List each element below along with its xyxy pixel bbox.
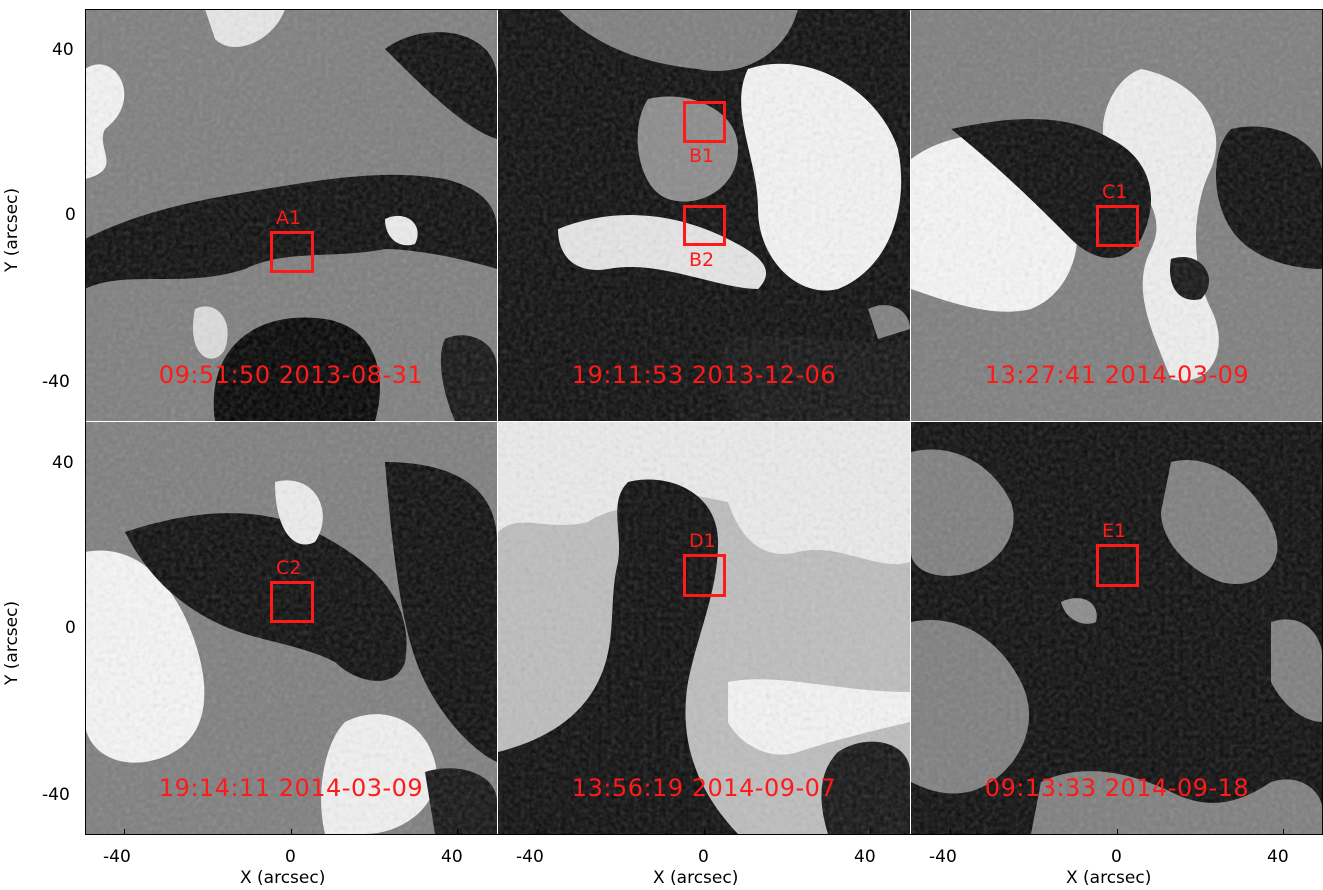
x-tick-label: -40 <box>516 847 544 867</box>
x-tick-mark <box>950 829 951 835</box>
x-tick-label: 40 <box>854 847 876 867</box>
roi-label: A1 <box>276 207 302 229</box>
magnetogram-image-4 <box>85 422 497 834</box>
y-tick-label: -40 <box>42 785 70 805</box>
magnetogram-image-3 <box>911 9 1323 421</box>
x-tick-label: 40 <box>441 847 463 867</box>
y-axis-title: Y (arcsec) <box>2 187 22 272</box>
y-tick-label: 40 <box>52 40 74 60</box>
y-tick-label: 0 <box>65 205 76 225</box>
x-tick-mark <box>537 829 538 835</box>
roi-box <box>683 101 726 143</box>
panel-3-magnetogram: C1 13:27:41 2014-03-09 <box>911 9 1323 421</box>
panel-5-magnetogram: D1 13:56:19 2014-09-07 <box>498 422 910 834</box>
panel-6-magnetogram: E1 09:13:33 2014-09-18 <box>911 422 1323 834</box>
x-tick-label: -40 <box>929 847 957 867</box>
roi-box <box>683 554 726 597</box>
magnetogram-image-2 <box>498 9 910 421</box>
x-tick-label: 0 <box>285 847 296 867</box>
roi-label: C2 <box>276 557 302 579</box>
x-tick-mark <box>870 829 871 835</box>
roi-box <box>1096 544 1139 587</box>
roi-box <box>270 231 314 273</box>
magnetogram-image-1 <box>85 9 497 421</box>
roi-box <box>1096 205 1139 247</box>
x-tick-label: -40 <box>103 847 131 867</box>
x-tick-mark <box>704 829 705 835</box>
panel-1-magnetogram: A1 09:51:50 2013-08-31 <box>85 9 497 421</box>
x-axis-title: X (arcsec) <box>653 868 739 888</box>
x-tick-label: 0 <box>1111 847 1122 867</box>
roi-box <box>270 581 314 623</box>
x-tick-mark <box>291 829 292 835</box>
panel-4-magnetogram: C2 19:14:11 2014-03-09 <box>85 422 497 834</box>
panel-timestamp: 13:27:41 2014-03-09 <box>984 361 1250 389</box>
roi-label: E1 <box>1102 520 1127 542</box>
roi-label: B1 <box>689 145 715 167</box>
x-tick-label: 40 <box>1267 847 1289 867</box>
y-tick-label: 40 <box>52 453 74 473</box>
panel-2-magnetogram: B1 B2 19:11:53 2013-12-06 <box>498 9 910 421</box>
panel-timestamp: 09:51:50 2013-08-31 <box>158 361 424 389</box>
y-axis-title: Y (arcsec) <box>2 600 22 685</box>
x-axis-title: X (arcsec) <box>1066 868 1152 888</box>
magnetogram-image-5 <box>498 422 910 834</box>
panel-timestamp: 19:14:11 2014-03-09 <box>158 774 424 802</box>
x-tick-label: 0 <box>698 847 709 867</box>
y-tick-label: -40 <box>42 372 70 392</box>
x-tick-mark <box>124 829 125 835</box>
x-tick-mark <box>1283 829 1284 835</box>
roi-label: B2 <box>689 249 715 271</box>
x-tick-mark <box>1117 829 1118 835</box>
panel-timestamp: 13:56:19 2014-09-07 <box>571 774 837 802</box>
y-tick-label: 0 <box>65 618 76 638</box>
x-tick-mark <box>457 829 458 835</box>
panel-timestamp: 19:11:53 2013-12-06 <box>571 361 837 389</box>
panel-timestamp: 09:13:33 2014-09-18 <box>984 774 1250 802</box>
roi-label: C1 <box>1102 181 1128 203</box>
x-axis-title: X (arcsec) <box>240 868 326 888</box>
magnetogram-image-6 <box>911 422 1323 834</box>
roi-label: D1 <box>689 530 716 552</box>
roi-box <box>683 205 726 246</box>
